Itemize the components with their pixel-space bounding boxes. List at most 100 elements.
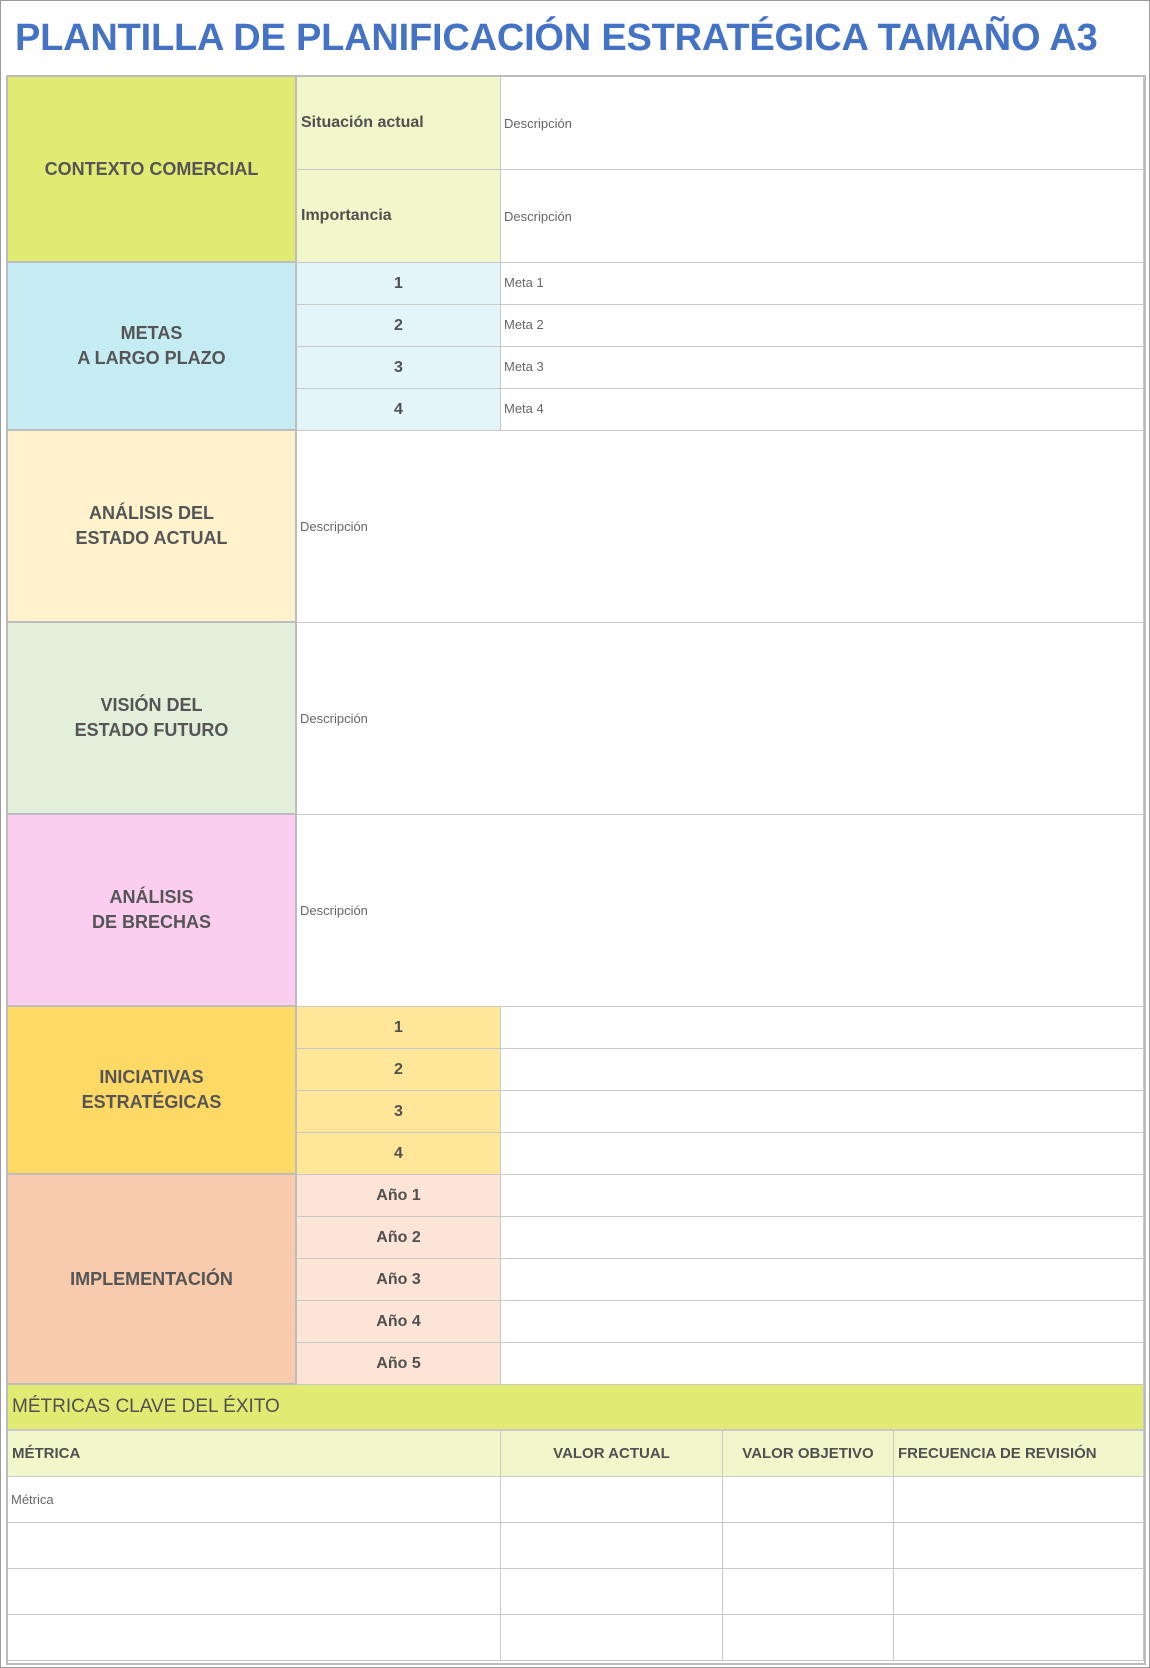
section-analisis-estado-actual-text: ANÁLISIS DEL ESTADO ACTUAL — [75, 503, 228, 548]
iniciativa-number: 1 — [297, 1007, 501, 1049]
metricas-cell[interactable]: Métrica — [8, 1477, 501, 1523]
meta-number: 4 — [297, 389, 501, 431]
meta-number-text: 4 — [394, 400, 403, 418]
implementacion-value[interactable] — [501, 1259, 1144, 1301]
iniciativa-value[interactable] — [501, 1133, 1144, 1175]
section-analisis-brechas-text: ANÁLISIS DE BRECHAS — [91, 887, 211, 932]
metricas-title-text: MÉTRICAS CLAVE DEL ÉXITO — [12, 1396, 280, 1417]
metricas-header-text: VALOR OBJETIVO — [742, 1445, 874, 1462]
iniciativa-value[interactable] — [501, 1049, 1144, 1091]
metricas-cell[interactable] — [723, 1477, 894, 1523]
contexto-row-label-text: Importancia — [301, 207, 392, 224]
metricas-cell[interactable] — [8, 1523, 501, 1569]
implementacion-year: Año 1 — [297, 1175, 501, 1217]
section-implementacion-text: IMPLEMENTACIÓN — [70, 1268, 233, 1289]
implementacion-year-text: Año 4 — [376, 1312, 421, 1330]
metricas-cell[interactable] — [723, 1615, 894, 1661]
metricas-cell[interactable] — [501, 1523, 723, 1569]
section-vision-estado-futuro-description[interactable]: Descripción — [297, 623, 1144, 815]
metricas-cell[interactable] — [894, 1615, 1144, 1661]
implementacion-value[interactable] — [501, 1301, 1144, 1343]
metricas-header: FRECUENCIA DE REVISIÓN — [894, 1431, 1144, 1477]
metricas-cell[interactable] — [894, 1523, 1144, 1569]
section-analisis-estado-actual-description-text: Descripción — [300, 519, 368, 534]
page-title: PLANTILLA DE PLANIFICACIÓN ESTRATÉGICA T… — [15, 17, 1098, 59]
iniciativa-number-text: 3 — [394, 1102, 403, 1120]
implementacion-value[interactable] — [501, 1217, 1144, 1259]
iniciativa-number-text: 1 — [394, 1018, 403, 1036]
meta-number-text: 3 — [394, 358, 403, 376]
iniciativa-value[interactable] — [501, 1091, 1144, 1133]
meta-value-text: Meta 4 — [504, 401, 544, 416]
meta-number-text: 2 — [394, 316, 403, 334]
contexto-row-value[interactable]: Descripción — [501, 170, 1144, 263]
metricas-cell[interactable] — [723, 1569, 894, 1615]
metricas-cell[interactable] — [894, 1569, 1144, 1615]
metricas-cell[interactable] — [501, 1569, 723, 1615]
section-vision-estado-futuro-description-text: Descripción — [300, 711, 368, 726]
section-analisis-estado-actual: ANÁLISIS DEL ESTADO ACTUAL — [8, 431, 297, 623]
metricas-header: MÉTRICA — [8, 1431, 501, 1477]
contexto-row-value-text: Descripción — [504, 208, 572, 224]
metricas-cell[interactable] — [8, 1615, 501, 1661]
metricas-cell[interactable] — [501, 1477, 723, 1523]
section-iniciativas-text: INICIATIVAS ESTRATÉGICAS — [81, 1067, 222, 1112]
section-iniciativas: INICIATIVAS ESTRATÉGICAS — [8, 1007, 297, 1175]
section-contexto-comercial-text: CONTEXTO COMERCIAL — [44, 158, 259, 179]
section-contexto-comercial: CONTEXTO COMERCIAL — [8, 77, 297, 263]
iniciativa-number: 3 — [297, 1091, 501, 1133]
strategic-plan-sheet: CONTEXTO COMERCIAL Situación actual Descri… — [6, 75, 1146, 1665]
implementacion-year: Año 3 — [297, 1259, 501, 1301]
metricas-header-text: MÉTRICA — [12, 1445, 81, 1462]
contexto-row-label: Situación actual — [297, 77, 501, 170]
meta-number: 2 — [297, 305, 501, 347]
contexto-row-label: Importancia — [297, 170, 501, 263]
implementacion-year-text: Año 3 — [376, 1270, 421, 1288]
metricas-header-text: VALOR ACTUAL — [553, 1445, 670, 1462]
metricas-header: VALOR OBJETIVO — [723, 1431, 894, 1477]
iniciativa-number-text: 4 — [394, 1144, 403, 1162]
contexto-row-value-text: Descripción — [504, 115, 572, 131]
iniciativa-value[interactable] — [501, 1007, 1144, 1049]
section-analisis-brechas: ANÁLISIS DE BRECHAS — [8, 815, 297, 1007]
meta-number: 1 — [297, 263, 501, 305]
section-implementacion: IMPLEMENTACIÓN — [8, 1175, 297, 1385]
meta-value[interactable]: Meta 4 — [501, 389, 1144, 431]
iniciativa-number: 2 — [297, 1049, 501, 1091]
implementacion-value[interactable] — [501, 1175, 1144, 1217]
metricas-title: MÉTRICAS CLAVE DEL ÉXITO — [8, 1385, 1144, 1431]
meta-value[interactable]: Meta 2 — [501, 305, 1144, 347]
section-analisis-brechas-description-text: Descripción — [300, 903, 368, 918]
section-metas-text: METAS A LARGO PLAZO — [77, 323, 226, 368]
section-vision-estado-futuro-text: VISIÓN DEL ESTADO FUTURO — [74, 695, 229, 740]
meta-number-text: 1 — [394, 274, 403, 292]
iniciativa-number-text: 2 — [394, 1060, 403, 1078]
implementacion-year-text: Año 2 — [376, 1228, 421, 1246]
section-metas: METAS A LARGO PLAZO — [8, 263, 297, 431]
implementacion-year-text: Año 5 — [376, 1354, 421, 1372]
meta-value-text: Meta 1 — [504, 275, 544, 290]
metricas-header-text: FRECUENCIA DE REVISIÓN — [898, 1445, 1097, 1462]
iniciativa-number: 4 — [297, 1133, 501, 1175]
implementacion-year: Año 5 — [297, 1343, 501, 1385]
metricas-cell-text: Métrica — [11, 1492, 54, 1507]
implementacion-year: Año 2 — [297, 1217, 501, 1259]
meta-value[interactable]: Meta 1 — [501, 263, 1144, 305]
contexto-row-label-text: Situación actual — [301, 114, 424, 131]
meta-value-text: Meta 3 — [504, 359, 544, 374]
metricas-cell[interactable] — [723, 1523, 894, 1569]
contexto-row-value[interactable]: Descripción — [501, 77, 1144, 170]
implementacion-year: Año 4 — [297, 1301, 501, 1343]
meta-value[interactable]: Meta 3 — [501, 347, 1144, 389]
section-vision-estado-futuro: VISIÓN DEL ESTADO FUTURO — [8, 623, 297, 815]
section-analisis-brechas-description[interactable]: Descripción — [297, 815, 1144, 1007]
metricas-cell[interactable] — [894, 1477, 1144, 1523]
metricas-cell[interactable] — [501, 1615, 723, 1661]
section-analisis-estado-actual-description[interactable]: Descripción — [297, 431, 1144, 623]
meta-number: 3 — [297, 347, 501, 389]
implementacion-value[interactable] — [501, 1343, 1144, 1385]
metricas-cell[interactable] — [8, 1569, 501, 1615]
metricas-header: VALOR ACTUAL — [501, 1431, 723, 1477]
meta-value-text: Meta 2 — [504, 317, 544, 332]
implementacion-year-text: Año 1 — [376, 1186, 421, 1204]
